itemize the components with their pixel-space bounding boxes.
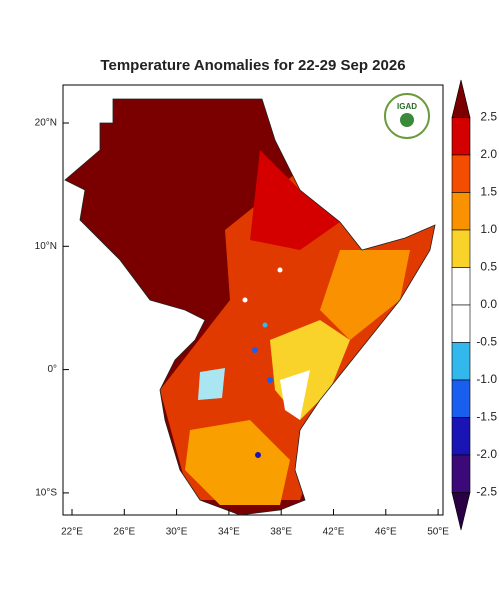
lon-label: 42°E [323, 527, 345, 538]
colorbar-label: -2.0 [476, 447, 497, 461]
lon-label: 34°E [218, 527, 240, 538]
colorbar-segment [451, 229, 471, 268]
colorbar-segment [451, 417, 471, 456]
colorbar-segment [451, 154, 471, 193]
colorbar-label: 0.5 [480, 260, 497, 274]
colorbar-label: 1.5 [480, 185, 497, 199]
lat-label: 20°N [35, 118, 57, 129]
colorbar-segment [451, 304, 471, 343]
colorbar-label: -1.5 [476, 410, 497, 424]
logo-text: IGAD [397, 102, 417, 111]
colorbar-label: 2.0 [480, 147, 497, 161]
colorbar-label: 0.0 [480, 297, 497, 311]
logo-globe [400, 113, 414, 127]
lon-label: 30°E [166, 527, 188, 538]
colorbar-segment [451, 117, 471, 156]
lon-label: 22°E [61, 527, 83, 538]
coastline [64, 98, 436, 516]
lat-label: 10°N [35, 241, 57, 252]
lon-label: 26°E [113, 527, 135, 538]
lon-label: 50°E [427, 527, 449, 538]
lon-label: 38°E [270, 527, 292, 538]
colorbar-segment [451, 342, 471, 381]
colorbar-label: -2.5 [476, 485, 497, 499]
colorbar-segment [451, 192, 471, 231]
lon-label: 46°E [375, 527, 397, 538]
colorbar-label: -0.5 [476, 335, 497, 349]
colorbar-end [451, 492, 471, 531]
colorbar-segment [451, 267, 471, 306]
title: Temperature Anomalies for 22-29 Sep 2026 [100, 57, 405, 74]
colorbar-label: -1.0 [476, 372, 497, 386]
colorbar-segment [451, 454, 471, 493]
lat-label: 0° [47, 364, 57, 375]
colorbar-segment [451, 379, 471, 418]
colorbar-label: 2.5 [480, 110, 497, 124]
colorbar-end [451, 79, 471, 118]
lat-label: 10°S [35, 488, 57, 499]
colorbar-label: 1.0 [480, 222, 497, 236]
